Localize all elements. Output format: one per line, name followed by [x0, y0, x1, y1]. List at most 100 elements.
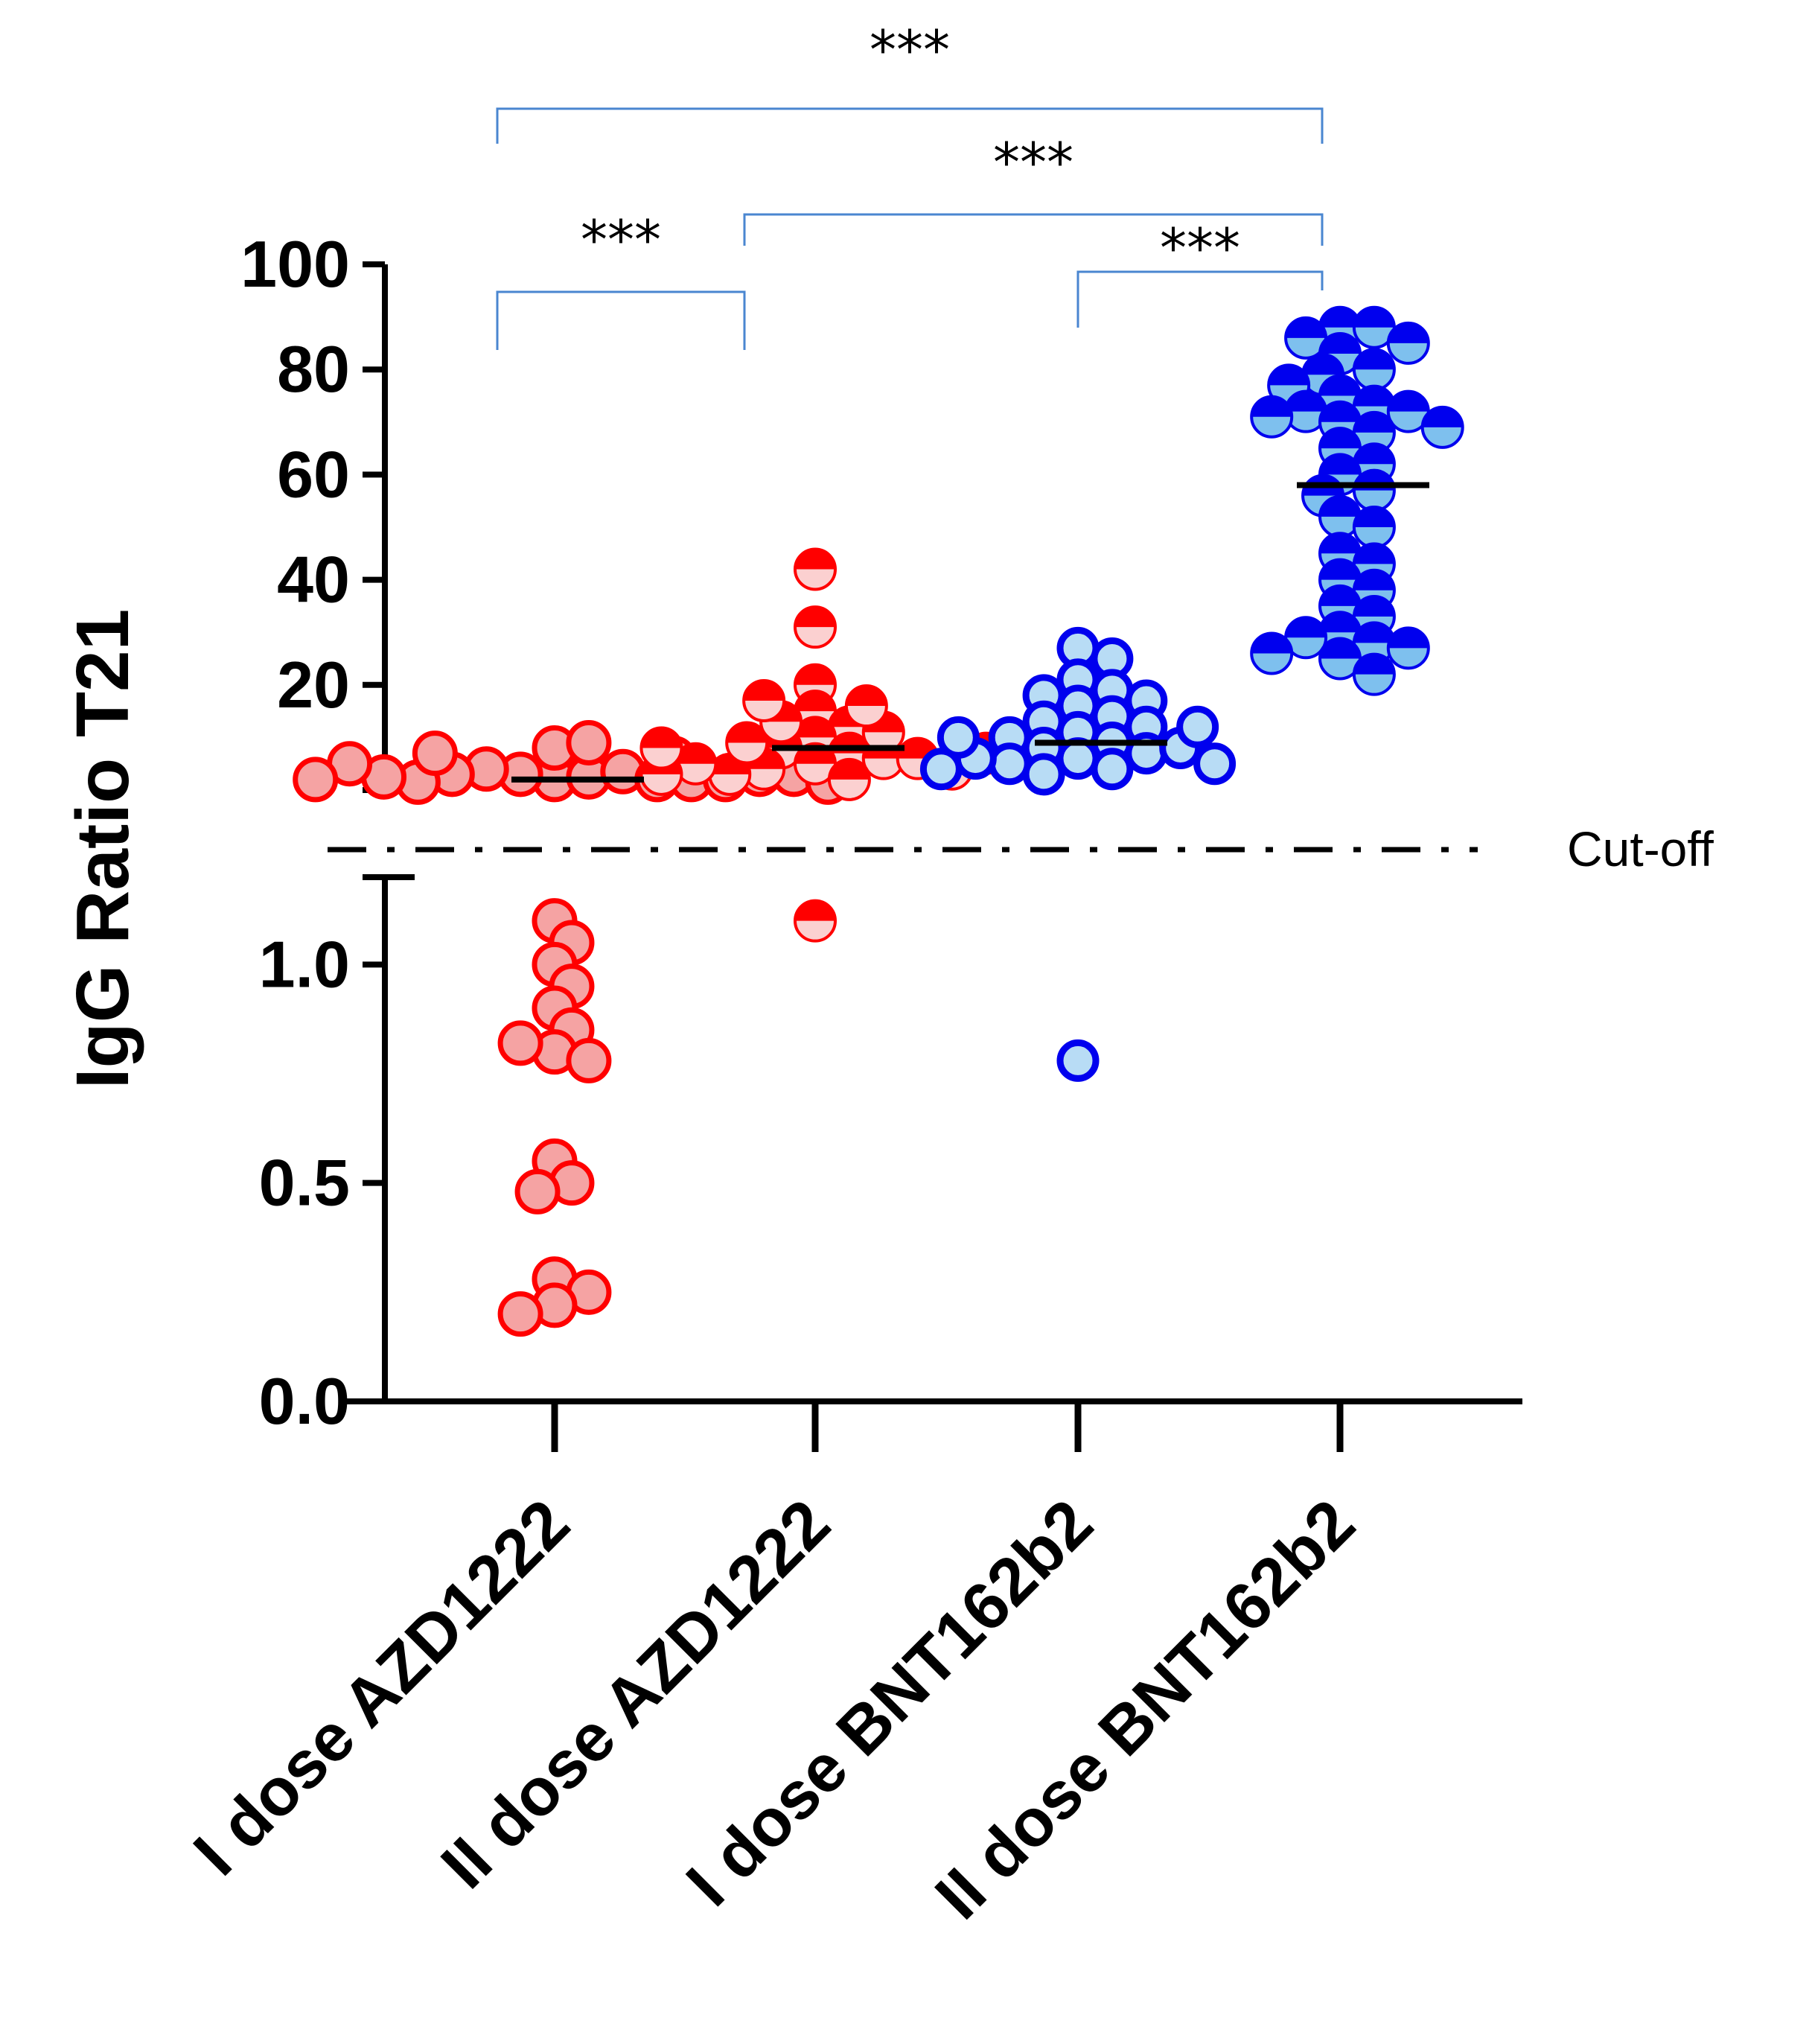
data-point-top-half	[1388, 391, 1429, 412]
data-point	[742, 678, 786, 722]
data-point-top-half	[1353, 444, 1394, 465]
data-point-top-half	[1388, 322, 1429, 343]
significance-bracket: ***	[496, 208, 746, 350]
data-point-top-half	[1353, 570, 1394, 590]
data-point-top-half	[1353, 386, 1394, 407]
data-point-top-half	[1320, 533, 1360, 554]
data-point-top-half	[1422, 407, 1463, 427]
data-point-top-half	[795, 691, 835, 712]
data-point-top-half	[744, 680, 785, 701]
data-point-top-half	[1320, 334, 1360, 354]
significance-label: ***	[870, 19, 950, 81]
data-point-top-half	[1320, 559, 1360, 580]
significance-bracket: ***	[743, 131, 1324, 246]
data-point	[293, 757, 339, 803]
data-point-top-half	[1251, 633, 1292, 654]
y-tick-label: 1.0	[259, 927, 350, 1001]
significance-bracket: ***	[496, 19, 1324, 144]
data-point-top-half	[1251, 396, 1292, 417]
data-point	[725, 721, 769, 765]
y-tick-label: 0.0	[259, 1364, 350, 1438]
significance-label: ***	[581, 208, 661, 271]
y-tick-label: 20	[277, 648, 350, 722]
data-point-top-half	[727, 722, 768, 743]
data-point	[566, 1037, 612, 1083]
y-tick-label: 40	[277, 543, 350, 617]
data-point-top-half	[1320, 496, 1360, 517]
data-point-body	[412, 730, 458, 777]
y-tick-label: 80	[277, 332, 350, 406]
data-point	[937, 716, 980, 759]
data-point-top-half	[641, 728, 682, 748]
median-lines	[511, 482, 1429, 783]
y-tick-label: 0.5	[259, 1146, 350, 1220]
data-point	[794, 605, 837, 649]
data-point-top-half	[675, 743, 716, 764]
data-point-top-half	[1353, 412, 1394, 433]
data-point-top-half	[1353, 307, 1394, 328]
data-point	[1352, 468, 1396, 512]
data-point	[412, 730, 458, 777]
data-point	[988, 742, 1031, 786]
data-point-top-half	[1388, 628, 1429, 649]
bracket-line	[496, 107, 1324, 144]
data-point	[1250, 395, 1294, 439]
data-point-top-half	[1320, 307, 1360, 328]
data-point-top-half	[1320, 401, 1360, 422]
data-point	[1352, 348, 1396, 392]
data-point-top-half	[1303, 354, 1344, 375]
data-point-top-half	[1320, 454, 1360, 475]
data-point-body	[1176, 705, 1219, 748]
data-point	[1056, 737, 1100, 780]
data-point-body	[566, 719, 612, 765]
data-point-top-half	[1320, 428, 1360, 449]
data-point	[1386, 626, 1430, 670]
data-point-body	[566, 1037, 612, 1083]
data-point	[1386, 389, 1430, 433]
data-point-top-half	[1320, 612, 1360, 633]
data-point-body	[919, 748, 963, 791]
data-point	[1318, 637, 1362, 681]
data-point-top-half	[1320, 638, 1360, 659]
data-point-body	[1193, 742, 1237, 786]
data-point-top-half	[1320, 585, 1360, 606]
data-point	[514, 1168, 561, 1214]
data-point	[1284, 316, 1328, 360]
bracket-line	[496, 290, 746, 350]
data-point	[919, 748, 963, 791]
data-point	[844, 684, 888, 728]
data-point-top-half	[1353, 596, 1394, 617]
data-point-top-half	[1286, 317, 1327, 338]
bracket-line	[743, 213, 1324, 246]
data-point-body	[497, 1291, 543, 1337]
data-point-body	[988, 742, 1031, 786]
data-point	[1056, 1039, 1100, 1082]
data-point	[497, 1291, 543, 1337]
data-point-top-half	[795, 664, 835, 685]
y-tick-label: 100	[240, 227, 350, 301]
data-point-top-half	[829, 759, 870, 780]
data-point-top-half	[1353, 507, 1394, 527]
data-point-body	[1056, 1039, 1100, 1082]
data-point-top-half	[1320, 375, 1360, 396]
data-point-top-half	[795, 717, 835, 738]
data-point	[1386, 321, 1430, 365]
data-point-body	[1056, 737, 1100, 780]
data-point-top-half	[795, 900, 835, 921]
data-point	[827, 757, 871, 801]
bracket-line	[1076, 270, 1324, 328]
data-point	[794, 547, 837, 591]
data-point-body	[293, 757, 339, 803]
data-point-top-half	[846, 686, 887, 707]
data-point	[1091, 748, 1134, 791]
y-axis-label: IgG Ratio T21	[61, 609, 144, 1089]
data-point-top-half	[795, 607, 835, 628]
data-point-top-half	[1286, 391, 1327, 412]
significance-label: ***	[993, 131, 1073, 194]
data-point	[1352, 410, 1396, 454]
y-tick-label: 60	[277, 437, 350, 511]
data-points	[293, 305, 1464, 1337]
significance-label: ***	[1160, 217, 1240, 279]
data-point	[1352, 652, 1396, 696]
